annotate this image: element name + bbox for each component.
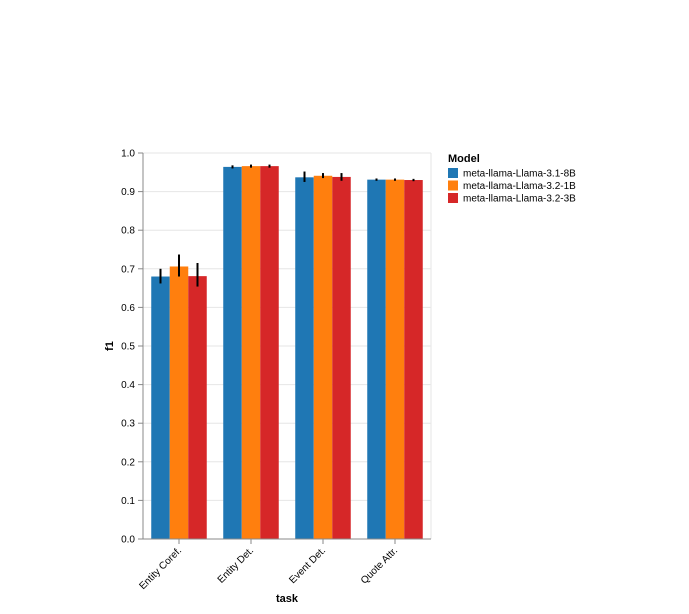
bar — [385, 179, 405, 539]
y-tick-label: 1.0 — [121, 149, 135, 160]
y-tick-label: 0.0 — [121, 535, 135, 546]
y-axis-title: f1 — [104, 341, 116, 351]
bar — [260, 166, 279, 539]
y-tick-label: 0.7 — [121, 264, 135, 275]
y-tick-label: 0.6 — [121, 303, 135, 314]
y-tick-label: 0.5 — [121, 342, 135, 353]
y-tick-label: 0.4 — [121, 380, 135, 391]
legend-swatch — [448, 180, 458, 191]
bar — [169, 266, 189, 539]
bar — [295, 177, 314, 539]
bars-group — [151, 166, 423, 540]
legend-items: meta-llama-Llama-3.1-8Bmeta-llama-Llama-… — [448, 168, 576, 205]
x-tick-label: Entity Det. — [216, 545, 256, 585]
y-tick-label: 0.1 — [121, 496, 135, 507]
bar — [241, 166, 261, 539]
y-tick-label: 0.2 — [121, 457, 135, 468]
x-tick-label: Quote Attr. — [359, 545, 400, 586]
y-tick-label: 0.8 — [121, 226, 135, 237]
legend-label: meta-llama-Llama-3.2-3B — [463, 194, 576, 205]
error-bars-group — [159, 164, 415, 287]
x-tick-label: Entity Coref. — [137, 545, 184, 592]
bar — [367, 179, 386, 539]
legend-label: meta-llama-Llama-3.2-1B — [463, 181, 576, 192]
bar — [223, 166, 242, 539]
y-tick-label: 0.9 — [121, 187, 135, 198]
legend-title: Model — [448, 153, 480, 165]
bar — [151, 276, 170, 539]
legend-swatch — [448, 168, 458, 178]
x-tick-label: Event Det. — [287, 545, 328, 586]
bar — [404, 180, 423, 539]
x-axis-title: task — [276, 593, 299, 605]
bar — [188, 276, 207, 539]
legend-label: meta-llama-Llama-3.1-8B — [463, 169, 576, 180]
legend: Model meta-llama-Llama-3.1-8Bmeta-llama-… — [448, 153, 576, 205]
legend-swatch — [448, 193, 458, 203]
y-tick-label: 0.3 — [121, 419, 135, 430]
bar — [313, 175, 333, 540]
bar — [332, 176, 351, 539]
